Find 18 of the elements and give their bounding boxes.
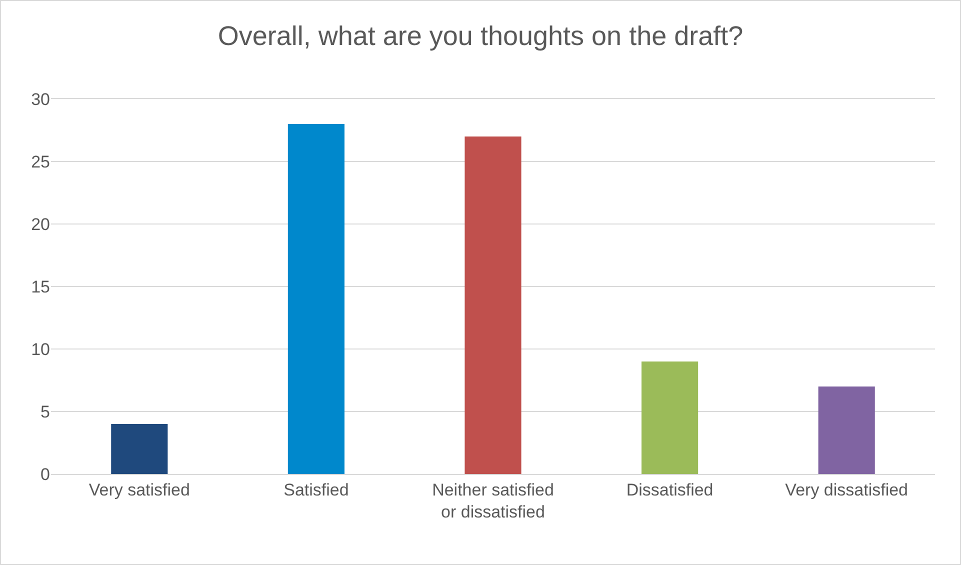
x-tick-label: Satisfied [284,480,349,500]
bar [288,124,344,474]
y-tick-label: 0 [40,464,50,484]
x-tick-label: Very satisfied [88,480,190,500]
bar [111,424,168,474]
y-tick-label: 15 [31,277,50,296]
x-tick-label: Dissatisfied [626,480,714,500]
y-tick-label: 30 [31,90,50,109]
bar [818,386,875,474]
bar [464,136,522,474]
y-tick-label: 20 [31,214,50,234]
x-tick-label: Very dissatisfied [785,480,908,500]
y-tick-label: 25 [31,152,50,172]
y-tick-label: 5 [40,402,50,422]
bar [642,362,698,474]
x-tick-label: Neither satisfied or dissatisfied [432,480,554,522]
chart-title: Overall, what are you thoughts on the draft? [218,21,744,52]
y-tick-label: 10 [31,340,50,359]
